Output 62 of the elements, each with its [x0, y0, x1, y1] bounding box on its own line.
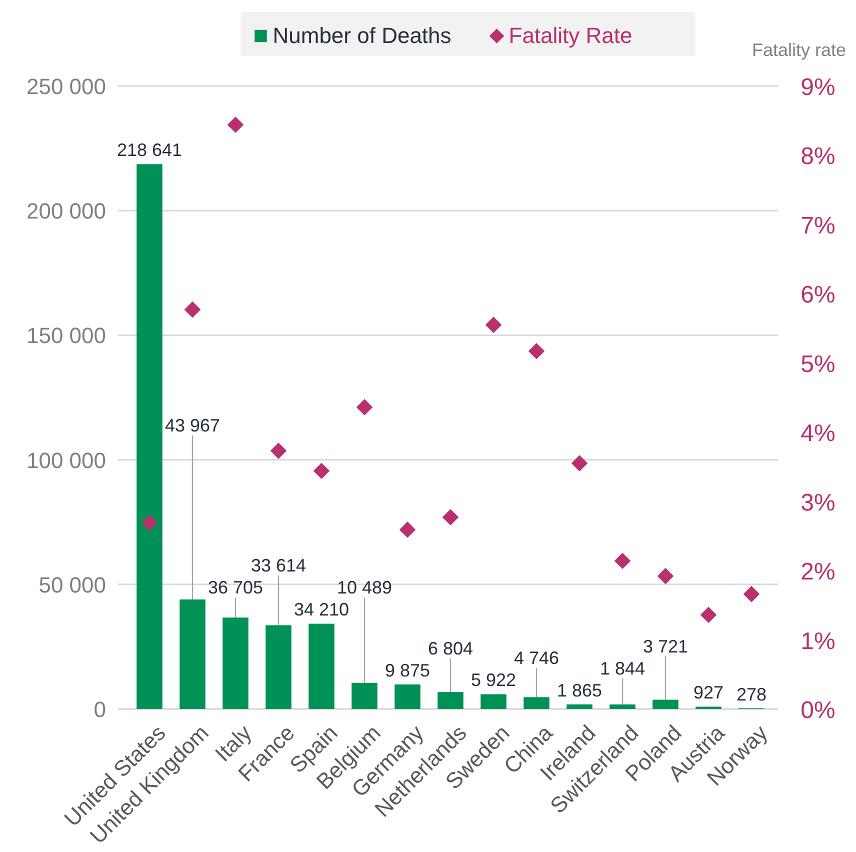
bar: [222, 618, 248, 709]
y-tick-label: 150 000: [26, 323, 106, 348]
point: [184, 301, 201, 318]
y2-tick-label: 6%: [800, 282, 836, 309]
bar: [308, 624, 334, 709]
data-label: 36 705: [208, 578, 264, 598]
bar: [352, 682, 378, 709]
bar: [136, 164, 162, 709]
bar: [652, 700, 678, 709]
point: [700, 606, 717, 624]
bar: [524, 697, 550, 709]
data-label: 1 844: [600, 658, 646, 678]
point: [614, 552, 631, 570]
point: [657, 568, 674, 584]
data-label: 10 489: [336, 578, 392, 598]
y2-tick-label: 5%: [800, 350, 836, 378]
bar: [266, 625, 292, 709]
data-label: 927: [693, 682, 724, 703]
point: [528, 342, 545, 360]
y-tick-label: 0: [94, 697, 106, 722]
y2-tick-label: 1%: [800, 628, 836, 655]
data-label: 33 614: [250, 556, 306, 576]
bar: [610, 704, 636, 709]
data-label: 4 746: [514, 648, 560, 668]
y-tick-label: 100 000: [26, 448, 106, 473]
data-label: 278: [736, 684, 767, 704]
y2-axis-title: Fatality rate: [752, 40, 846, 60]
bar: [394, 684, 420, 709]
y2-tick-label: 2%: [800, 558, 836, 586]
point: [442, 509, 459, 526]
data-label: 34 210: [294, 600, 350, 620]
point: [743, 586, 760, 602]
point: [141, 514, 158, 531]
legend-label: Fatality Rate: [508, 23, 632, 48]
point: [571, 455, 588, 472]
data-label: 9 875: [384, 660, 430, 680]
y-tick-label: 250 000: [26, 74, 106, 99]
y-tick-label: 50 000: [38, 572, 106, 598]
data-label: 218 641: [116, 140, 182, 160]
data-label: 6 804: [428, 638, 474, 658]
y2-tick-label: 0%: [800, 697, 836, 724]
bar: [180, 599, 206, 709]
y2-tick-label: 9%: [800, 74, 836, 101]
data-label: 1 865: [556, 680, 602, 700]
legend-label: Number of Deaths: [272, 23, 452, 48]
point: [270, 442, 287, 459]
data-label: 43 967: [164, 415, 220, 436]
y2-tick-label: 7%: [800, 212, 836, 240]
y-tick-label: 200 000: [26, 198, 106, 224]
bar: [566, 704, 592, 709]
y2-tick-label: 3%: [800, 489, 836, 516]
point: [313, 462, 330, 480]
data-label: 3 721: [642, 636, 688, 656]
point: [485, 316, 502, 333]
y2-tick-label: 4%: [800, 420, 836, 448]
bar: [438, 692, 464, 709]
point: [227, 116, 244, 133]
bar: [480, 694, 506, 709]
point: [399, 522, 416, 538]
data-label: 5 922: [470, 670, 516, 690]
point: [356, 399, 373, 416]
y2-tick-label: 8%: [800, 143, 836, 170]
